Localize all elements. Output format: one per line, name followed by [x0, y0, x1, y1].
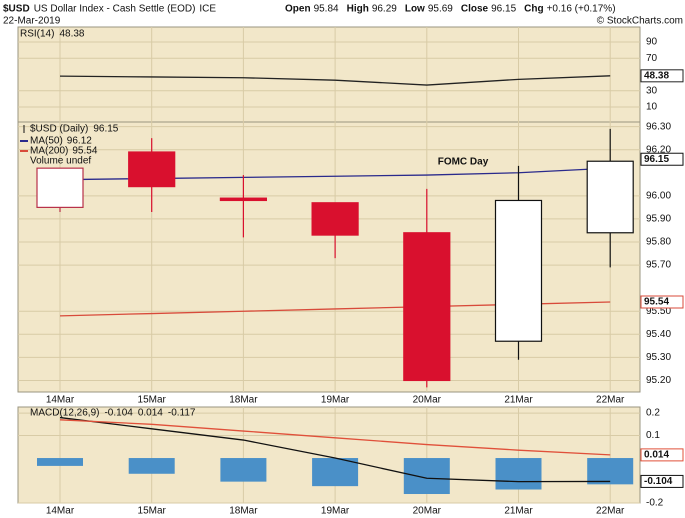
- y-tick-label: 0.1: [646, 430, 660, 441]
- histogram-bar: [128, 458, 175, 474]
- x-tick-label: 18Mar: [229, 506, 258, 517]
- y-tick-label: 10: [646, 102, 658, 113]
- y-tick-label: 95.90: [646, 214, 671, 225]
- y-tick-label: 96.00: [646, 190, 671, 201]
- y-tick-label: 95.20: [646, 375, 671, 386]
- histogram-bar: [220, 458, 267, 482]
- x-tick-label: 19Mar: [321, 395, 350, 406]
- chg-label: Chg: [524, 4, 543, 15]
- y-tick-label: 95.40: [646, 329, 671, 340]
- macd-panel: [17, 406, 641, 504]
- exchange: ICE: [199, 4, 216, 15]
- candle-body: [311, 202, 359, 236]
- legend-value: -0.117: [168, 408, 196, 419]
- x-tick-label: 21Mar: [504, 395, 533, 406]
- value-box-label: 0.014: [644, 450, 669, 461]
- legend-value: 48.38: [59, 29, 84, 40]
- legend-name: MA(50): [30, 136, 63, 147]
- price-panel: [17, 121, 641, 393]
- candle-body: [128, 151, 176, 188]
- x-tick-label: 22Mar: [596, 506, 625, 517]
- value-box-label: 48.38: [644, 70, 669, 81]
- legend-title: $USD (Daily): [30, 124, 88, 135]
- series-line: [59, 419, 611, 456]
- x-tick-label: 22Mar: [596, 395, 625, 406]
- value-box: [640, 448, 684, 462]
- y-tick-label: 95.30: [646, 352, 671, 363]
- histogram-bar: [495, 458, 542, 490]
- low-value: 95.69: [428, 4, 453, 15]
- legend-value: 95.54: [72, 146, 97, 157]
- y-tick-label: 95.50: [646, 306, 671, 317]
- histogram-bar: [403, 458, 450, 495]
- series-line: [59, 416, 611, 483]
- name: US Dollar Index - Cash Settle (EOD): [34, 4, 196, 15]
- y-tick-label: 96.20: [646, 144, 671, 155]
- symbol: $USD: [3, 4, 30, 15]
- histogram-bar: [312, 458, 359, 487]
- x-tick-label: 19Mar: [321, 506, 350, 517]
- open-value: 95.84: [314, 4, 339, 15]
- histogram-bar: [37, 458, 83, 466]
- y-tick-label: 95.80: [646, 237, 671, 248]
- y-tick-label: 90: [646, 37, 658, 48]
- x-tick-label: 18Mar: [229, 395, 258, 406]
- annotation: FOMC Day: [438, 157, 489, 168]
- close-value: 96.15: [491, 4, 516, 15]
- close-label: Close: [461, 4, 489, 15]
- x-tick-label: 14Mar: [46, 506, 75, 517]
- low-label: Low: [405, 4, 425, 15]
- x-tick-label: 20Mar: [413, 506, 442, 517]
- y-tick-label: 95.70: [646, 260, 671, 271]
- candle-body: [219, 197, 267, 202]
- credit: © StockCharts.com: [597, 16, 683, 27]
- value-box-label: -0.104: [644, 476, 673, 487]
- y-tick-label: 96.30: [646, 121, 671, 132]
- open-label: Open: [285, 4, 311, 15]
- value-box-label: 95.54: [644, 297, 669, 308]
- legend-value: 96.15: [93, 124, 118, 135]
- high-value: 96.29: [372, 4, 397, 15]
- x-tick-label: 15Mar: [138, 506, 167, 517]
- y-tick-label: -0.2: [646, 498, 664, 509]
- panel-title: RSI(14): [20, 29, 54, 40]
- legend-value: 96.12: [67, 136, 92, 147]
- rsi-panel: [17, 26, 641, 123]
- x-tick-label: 20Mar: [413, 395, 442, 406]
- y-tick-label: 0.2: [646, 408, 660, 419]
- legend-value: 0.014: [138, 408, 163, 419]
- series-line: [59, 75, 611, 86]
- y-tick-label: 70: [646, 53, 658, 64]
- legend-name: MA(200): [30, 146, 68, 157]
- candle-body: [36, 167, 84, 208]
- y-tick-label: 30: [646, 85, 658, 96]
- histogram-bar: [587, 458, 634, 485]
- candle-body: [586, 160, 634, 234]
- legend-volume: Volume undef: [30, 156, 91, 167]
- legend-title: MACD(12,26,9): [30, 408, 99, 419]
- value-box-label: 96.15: [644, 154, 669, 165]
- date: 22-Mar-2019: [3, 16, 61, 27]
- x-tick-label: 21Mar: [504, 506, 533, 517]
- legend-value: -0.104: [104, 408, 133, 419]
- value-box: [640, 152, 684, 166]
- x-tick-label: 14Mar: [46, 395, 75, 406]
- value-box: [640, 69, 684, 83]
- value-box: [640, 474, 684, 488]
- candle-body: [494, 199, 543, 342]
- candle-body: [403, 232, 451, 382]
- x-tick-label: 15Mar: [138, 395, 167, 406]
- chg-value: +0.16 (+0.17%): [547, 4, 616, 15]
- high-label: High: [347, 4, 369, 15]
- value-box: [640, 295, 684, 309]
